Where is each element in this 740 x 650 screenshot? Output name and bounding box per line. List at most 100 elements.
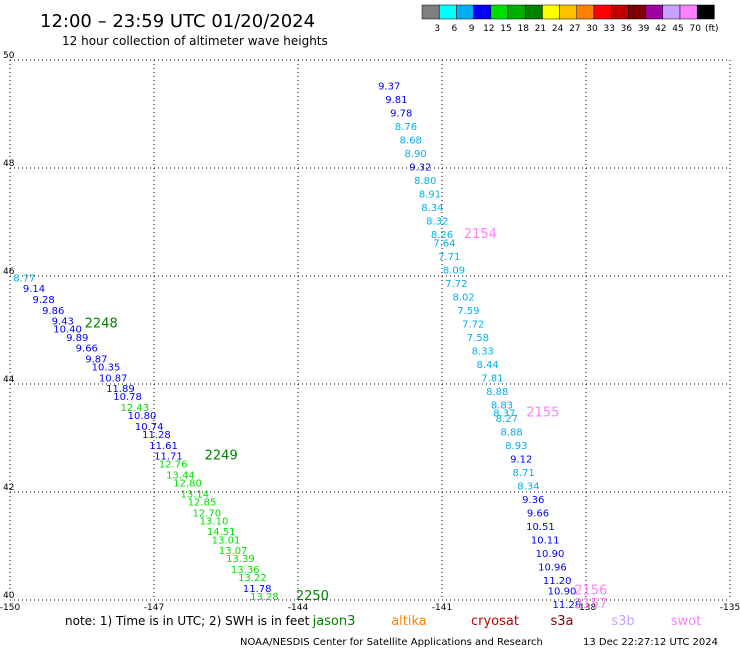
x-tick-label: -141 xyxy=(432,603,452,613)
swh-value: 11.61 xyxy=(149,441,178,452)
swh-value: 11.28 xyxy=(552,600,581,611)
swh-value: 9.87 xyxy=(85,354,107,365)
y-tick-label: 44 xyxy=(3,375,15,385)
pass-label: 2155 xyxy=(526,405,559,420)
legend-label: 15 xyxy=(500,24,511,34)
chart-title: 12:00 – 23:59 UTC 01/20/2024 xyxy=(40,11,315,32)
swh-points: 8.779.149.289.869.4310.409.899.669.8710.… xyxy=(13,82,581,611)
pass-label: 2157 xyxy=(574,597,607,612)
swh-value: 8.71 xyxy=(512,468,534,479)
swh-value: 10.96 xyxy=(538,562,567,573)
satellite-name: cryosat xyxy=(471,614,519,629)
swh-value: 7.81 xyxy=(481,373,503,384)
swh-value: 8.02 xyxy=(452,292,474,303)
swh-value: 8.33 xyxy=(472,346,494,357)
swh-value: 13.22 xyxy=(238,573,267,584)
legend-swatch xyxy=(456,4,474,20)
axis-ticks: -150 -147 -144 -141 -138 -135 40 42 44 46 48 50 xyxy=(0,51,740,613)
swh-value: 9.81 xyxy=(385,95,407,106)
swh-value: 9.78 xyxy=(390,109,412,120)
legend-swatch xyxy=(438,4,457,20)
swh-value: 13.36 xyxy=(231,565,260,576)
legend-unit: (ft) xyxy=(705,24,719,34)
swh-value: 10.90 xyxy=(548,587,577,598)
legend-label: 3 xyxy=(434,24,440,34)
swh-value: 8.93 xyxy=(505,441,527,452)
legend-label: 30 xyxy=(586,24,598,34)
legend-swatch xyxy=(593,4,612,20)
footer-credit: NOAA/NESDIS Center for Satellite Applica… xyxy=(240,637,543,648)
legend-swatch xyxy=(679,4,698,20)
swh-value: 12.76 xyxy=(159,460,188,471)
legend-label: 33 xyxy=(603,24,614,34)
swh-value: 11.28 xyxy=(142,430,171,441)
legend-label: 9 xyxy=(469,24,475,34)
swh-value: 8.68 xyxy=(400,136,422,147)
legend-swatch xyxy=(524,4,543,20)
legend-label: 36 xyxy=(621,24,633,34)
swh-value: 8.76 xyxy=(395,122,417,133)
swh-value: 10.74 xyxy=(135,422,164,433)
legend-label: 45 xyxy=(672,24,683,34)
footer-timestamp: 13 Dec 22:27:12 UTC 2024 xyxy=(583,637,718,648)
x-tick-label: -138 xyxy=(576,603,597,613)
legend-label: 70 xyxy=(689,24,701,34)
swh-value: 13.01 xyxy=(212,535,241,546)
swh-value: 12.85 xyxy=(188,498,217,509)
swh-value: 10.11 xyxy=(531,535,560,546)
swh-value: 12.80 xyxy=(173,479,202,490)
x-tick-label: -135 xyxy=(720,603,740,613)
swh-value: 9.14 xyxy=(23,284,45,295)
swh-value: 9.36 xyxy=(522,495,544,506)
y-tick-label: 40 xyxy=(3,591,15,601)
legend-swatch xyxy=(490,4,509,20)
legend-swatch xyxy=(576,4,595,20)
swh-value: 12.70 xyxy=(192,508,221,519)
swh-value: 10.35 xyxy=(92,363,121,374)
legend-label: 39 xyxy=(638,24,650,34)
swh-value: 8.44 xyxy=(476,360,498,371)
satellite-name: jason3 xyxy=(312,614,356,629)
legend-label: 18 xyxy=(517,24,529,34)
swh-value: 13.10 xyxy=(200,516,229,527)
legend-swatch xyxy=(610,4,629,20)
satellite-name: altika xyxy=(391,614,427,629)
swh-value: 12.43 xyxy=(120,403,149,414)
legend-swatch xyxy=(559,4,578,20)
pass-label: 2249 xyxy=(205,449,238,464)
legend-label: 12 xyxy=(483,24,494,34)
legend-swatch xyxy=(662,4,681,20)
swh-value: 11.78 xyxy=(243,584,272,595)
swh-value: 13.28 xyxy=(250,592,279,603)
swh-value: 9.43 xyxy=(52,317,74,328)
swh-value: 10.87 xyxy=(99,373,128,384)
swh-value: 8.34 xyxy=(517,481,539,492)
swh-value: 8.27 xyxy=(496,414,518,425)
swh-value: 9.66 xyxy=(76,344,98,355)
swh-value: 13.14 xyxy=(180,489,209,500)
legend-swatch xyxy=(421,4,440,20)
swh-value: 9.66 xyxy=(527,508,549,519)
swh-value: 9.28 xyxy=(32,295,54,306)
legend-swatch xyxy=(645,4,664,20)
y-tick-label: 42 xyxy=(3,483,14,493)
swh-value: 7.71 xyxy=(438,252,460,263)
pass-label: 2250 xyxy=(296,589,329,604)
swh-value: 9.32 xyxy=(409,163,431,174)
plot-area: -150 -147 -144 -141 -138 -135 40 42 44 46 48 50 8.7… xyxy=(0,51,740,613)
swh-value: 8.88 xyxy=(500,427,522,438)
swh-value: 9.37 xyxy=(378,82,400,93)
swh-value: 8.91 xyxy=(419,190,441,201)
legend-label: 42 xyxy=(655,24,666,34)
swh-value: 7.59 xyxy=(457,306,479,317)
swh-value: 10.40 xyxy=(53,325,82,336)
legend-swatch xyxy=(628,4,646,20)
swh-value: 10.51 xyxy=(526,522,555,533)
legend-swatch xyxy=(542,4,560,20)
legend-label: 27 xyxy=(569,24,580,34)
satellite-name: s3b xyxy=(611,614,634,629)
legend-label: 24 xyxy=(552,24,564,34)
pass-label: 2154 xyxy=(464,227,497,242)
x-tick-label: -147 xyxy=(144,603,164,613)
